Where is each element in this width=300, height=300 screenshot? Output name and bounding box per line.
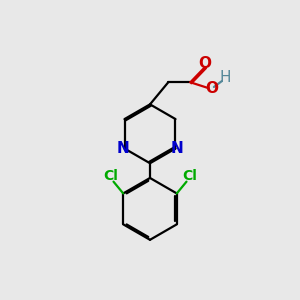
Text: Cl: Cl <box>103 169 118 183</box>
Text: N: N <box>117 141 129 156</box>
Text: H: H <box>220 70 231 85</box>
Text: O: O <box>199 56 212 71</box>
Text: Cl: Cl <box>182 169 197 183</box>
Text: N: N <box>171 141 183 156</box>
Text: O: O <box>206 81 219 96</box>
